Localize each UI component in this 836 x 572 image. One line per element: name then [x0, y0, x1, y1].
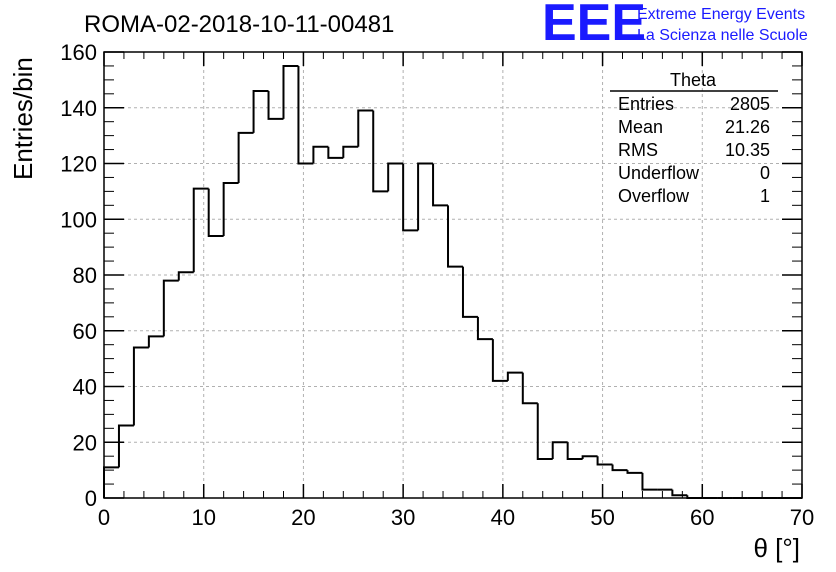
histogram-bin-32 — [581, 455, 598, 459]
histogram-bin-35 — [626, 470, 643, 474]
histogram-bars — [103, 64, 802, 499]
chart-title: ROMA-02-2018-10-11-00481 — [84, 11, 394, 38]
x-tick-label-4: 40 — [491, 505, 515, 530]
stats-box: Theta Entries 2805 Mean 21.26 RMS 10.35 … — [610, 70, 778, 206]
histogram-bin-21 — [417, 162, 434, 231]
histogram-bin-4 — [162, 279, 179, 337]
y-tick-label-1: 20 — [73, 430, 97, 455]
y-tick-label-8: 160 — [60, 40, 97, 65]
y-tick-label-6: 120 — [60, 152, 97, 177]
histogram-bin-34 — [611, 464, 628, 472]
histogram-bin-2 — [132, 346, 149, 426]
histogram-bin-22 — [432, 163, 449, 207]
histogram-bin-1 — [117, 424, 134, 468]
x-tick-label-2: 20 — [291, 505, 315, 530]
stats-title: Theta — [670, 70, 717, 90]
histogram-bin-10 — [252, 90, 269, 133]
x-tick-label-0: 0 — [98, 505, 110, 530]
histogram-bin-19 — [387, 162, 404, 192]
histogram-bin-20 — [402, 163, 419, 232]
histogram-bin-31 — [566, 442, 583, 460]
histogram-bin-8 — [222, 182, 239, 236]
histogram-bin-23 — [447, 205, 463, 268]
x-tick-label-1: 10 — [191, 505, 215, 530]
eee-logo: EEE Extreme Energy Events La Scienza nel… — [542, 0, 808, 52]
y-tick-label-5: 100 — [60, 207, 97, 232]
histogram-bin-18 — [372, 110, 389, 193]
stats-value-entries: 2805 — [730, 94, 770, 114]
histogram-bin-13 — [297, 65, 314, 165]
stats-label-entries: Entries — [618, 94, 674, 114]
histogram-bin-27 — [506, 371, 523, 381]
histogram-bin-24 — [461, 266, 478, 318]
x-tick-label-3: 30 — [391, 505, 415, 530]
histogram-bin-6 — [192, 187, 209, 273]
stats-value-overflow: 1 — [760, 186, 770, 206]
stats-value-mean: 21.26 — [725, 117, 770, 137]
logo-line1: Extreme Energy Events — [637, 6, 805, 23]
x-axis-title: θ [°] — [753, 533, 800, 563]
histogram-bin-33 — [596, 456, 613, 466]
histogram-bin-9 — [237, 131, 254, 184]
histogram-bin-17 — [357, 109, 374, 147]
stats-label-underflow: Underflow — [618, 163, 700, 183]
stats-value-rms: 10.35 — [725, 140, 770, 160]
x-tick-label-7: 70 — [790, 505, 814, 530]
stats-label-rms: RMS — [618, 140, 658, 160]
y-tick-label-7: 140 — [60, 96, 97, 121]
histogram-bin-5 — [177, 271, 194, 281]
x-tick-label-5: 50 — [590, 505, 614, 530]
y-tick-label-4: 80 — [73, 263, 97, 288]
grid — [104, 52, 802, 498]
stats-label-mean: Mean — [618, 117, 663, 137]
histogram-bin-36 — [641, 472, 658, 491]
histogram-bin-16 — [342, 145, 359, 158]
stats-value-underflow: 0 — [760, 163, 770, 183]
histogram-bin-12 — [282, 64, 299, 119]
histogram-bin-3 — [147, 335, 164, 348]
x-tick-label-6: 60 — [690, 505, 714, 530]
axis-ticks — [103, 51, 803, 499]
y-axis-title: Entries/bin — [8, 57, 38, 180]
histogram-bin-25 — [476, 316, 493, 341]
logo-line2: La Scienza nelle Scuole — [637, 27, 808, 44]
histogram-bin-26 — [491, 339, 508, 382]
histogram-bin-28 — [521, 372, 538, 405]
histogram-bin-15 — [327, 146, 344, 159]
logo-mark: EEE — [542, 0, 646, 52]
y-tick-label-3: 60 — [73, 319, 97, 344]
histogram-bin-11 — [267, 91, 284, 120]
histogram-bin-29 — [536, 403, 553, 460]
stats-label-overflow: Overflow — [618, 186, 690, 206]
histogram-bin-30 — [551, 441, 568, 459]
y-tick-label-0: 0 — [85, 486, 97, 511]
histogram-bin-14 — [312, 145, 329, 164]
y-tick-label-2: 40 — [73, 375, 97, 400]
histogram-bin-7 — [207, 188, 224, 237]
